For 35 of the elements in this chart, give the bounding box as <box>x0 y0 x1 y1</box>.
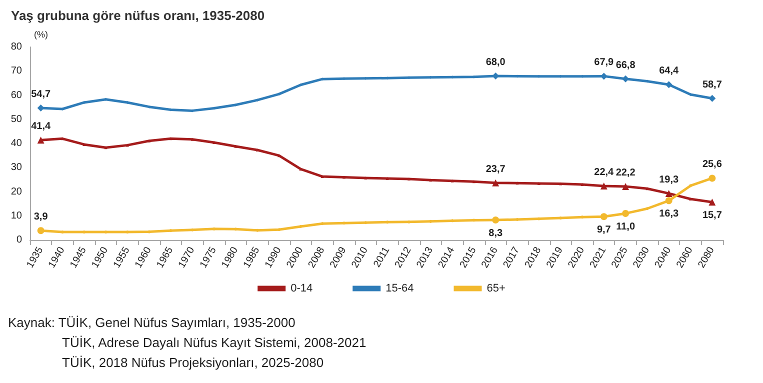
text: TÜİK, 2018 Nüfus Projeksiyonları, 2025-2080 <box>62 355 324 370</box>
data-label: 22,2 <box>616 167 636 178</box>
y-tick-label: 50 <box>10 114 22 125</box>
data-label: 8,3 <box>488 228 503 239</box>
legend-label: 0-14 <box>290 282 313 294</box>
y-tick-label: 80 <box>10 42 22 52</box>
data-label: 54,7 <box>31 89 51 100</box>
data-label: 9,7 <box>596 224 612 236</box>
data-label: 16,3 <box>659 208 680 220</box>
legend-label: 65+ <box>486 282 506 294</box>
y-tick-label: 0 <box>16 234 22 246</box>
data-label: 3,9 <box>34 212 48 223</box>
text: Kaynak: TÜİK, Genel Nüfus Sayımları, 1935-2000 <box>8 315 296 330</box>
text: TÜİK, Adrese Dayalı Nüfus Kayıt Sistemi, 2008-2021 <box>62 335 366 350</box>
data-label: 25,6 <box>702 159 722 170</box>
data-label: 15,7 <box>702 210 722 222</box>
y-axis-title: (%) <box>34 30 48 40</box>
y-tick-label: 10 <box>10 210 22 222</box>
data-label: 41,4 <box>31 121 51 132</box>
data-label: 67,9 <box>594 57 614 68</box>
data-label: 22,4 <box>594 166 614 178</box>
data-label: 23,7 <box>486 164 506 175</box>
legend-label: 15-64 <box>386 282 414 294</box>
y-tick-label: 70 <box>10 66 22 77</box>
chart-title: Yaş grubuna göre nüfus oranı, 1935-2080 <box>11 8 265 23</box>
data-label: 64,4 <box>659 66 680 77</box>
y-tick-label: 20 <box>10 186 22 198</box>
data-label: 68,0 <box>486 56 506 68</box>
y-tick-label: 30 <box>10 162 22 174</box>
data-label: 19,3 <box>659 174 680 186</box>
data-label: 58,7 <box>702 79 722 90</box>
y-tick-label: 60 <box>10 90 22 101</box>
data-label: 66,8 <box>616 60 636 71</box>
y-tick-label: 40 <box>10 138 22 149</box>
data-label: 11,0 <box>616 221 636 232</box>
